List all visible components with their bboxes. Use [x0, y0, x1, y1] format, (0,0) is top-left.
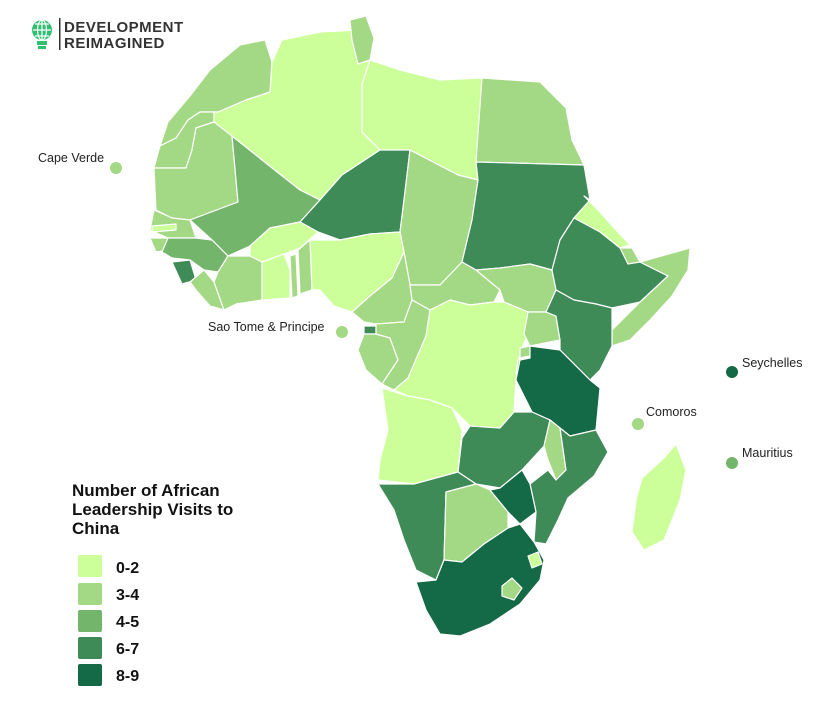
country-zambia[interactable]	[457, 411, 551, 489]
legend-label-3: 6-7	[116, 641, 139, 658]
legend-title-line-2: Leadership Visits to	[72, 500, 233, 519]
legend-label-0: 0-2	[116, 560, 139, 577]
island-marker-mauritius[interactable]	[726, 457, 738, 469]
country-egypt[interactable]	[475, 77, 585, 166]
countries-layer	[149, 15, 691, 637]
logo-line-1: DEVELOPMENT	[64, 19, 184, 36]
country-equatorial-guinea[interactable]	[363, 325, 377, 335]
country-zimbabwe[interactable]	[489, 469, 537, 525]
legend: Number of African Leadership Visits to C…	[72, 481, 233, 686]
island-marker-sao-tome[interactable]	[336, 326, 348, 338]
legend-swatch-0	[78, 555, 102, 577]
legend-title-line-3: China	[72, 519, 120, 538]
legend-swatch-4	[78, 664, 102, 686]
island-label-comoros: Comoros	[646, 405, 697, 419]
island-marker-comoros[interactable]	[632, 418, 644, 430]
island-marker-cape-verde[interactable]	[110, 162, 122, 174]
country-madagascar[interactable]	[631, 443, 687, 551]
logo-line-2: REIMAGINED	[64, 35, 165, 52]
legend-label-2: 4-5	[116, 614, 139, 631]
legend-label-4: 8-9	[116, 668, 139, 685]
island-label-seychelles: Seychelles	[742, 356, 802, 370]
legend-label-1: 3-4	[116, 587, 139, 604]
legend-swatch-3	[78, 637, 102, 659]
lightbulb-globe-icon	[32, 19, 52, 49]
legend-swatch-1	[78, 583, 102, 605]
island-label-cape-verde: Cape Verde	[38, 151, 104, 165]
island-label-mauritius: Mauritius	[742, 446, 793, 460]
island-label-sao-tome: Sao Tome & Principe	[208, 320, 325, 334]
country-uganda[interactable]	[523, 311, 561, 347]
country-guinea[interactable]	[161, 237, 229, 273]
country-south-africa[interactable]	[415, 523, 545, 637]
country-togo[interactable]	[289, 253, 299, 299]
legend-title-line-1: Number of African	[72, 481, 220, 500]
country-somalia[interactable]	[611, 247, 691, 347]
island-marker-seychelles[interactable]	[726, 366, 738, 378]
country-ghana[interactable]	[261, 253, 291, 301]
country-kenya[interactable]	[545, 289, 613, 381]
logo: DEVELOPMENT REIMAGINED	[32, 18, 184, 52]
country-eswatini[interactable]	[527, 551, 543, 569]
country-gambia[interactable]	[151, 223, 177, 233]
logo-divider	[59, 18, 61, 50]
country-lesotho[interactable]	[501, 577, 523, 601]
legend-swatch-2	[78, 610, 102, 632]
country-rwanda[interactable]	[519, 345, 531, 359]
islands-layer: Cape Verde Sao Tome & Principe Seychelle…	[38, 151, 802, 469]
